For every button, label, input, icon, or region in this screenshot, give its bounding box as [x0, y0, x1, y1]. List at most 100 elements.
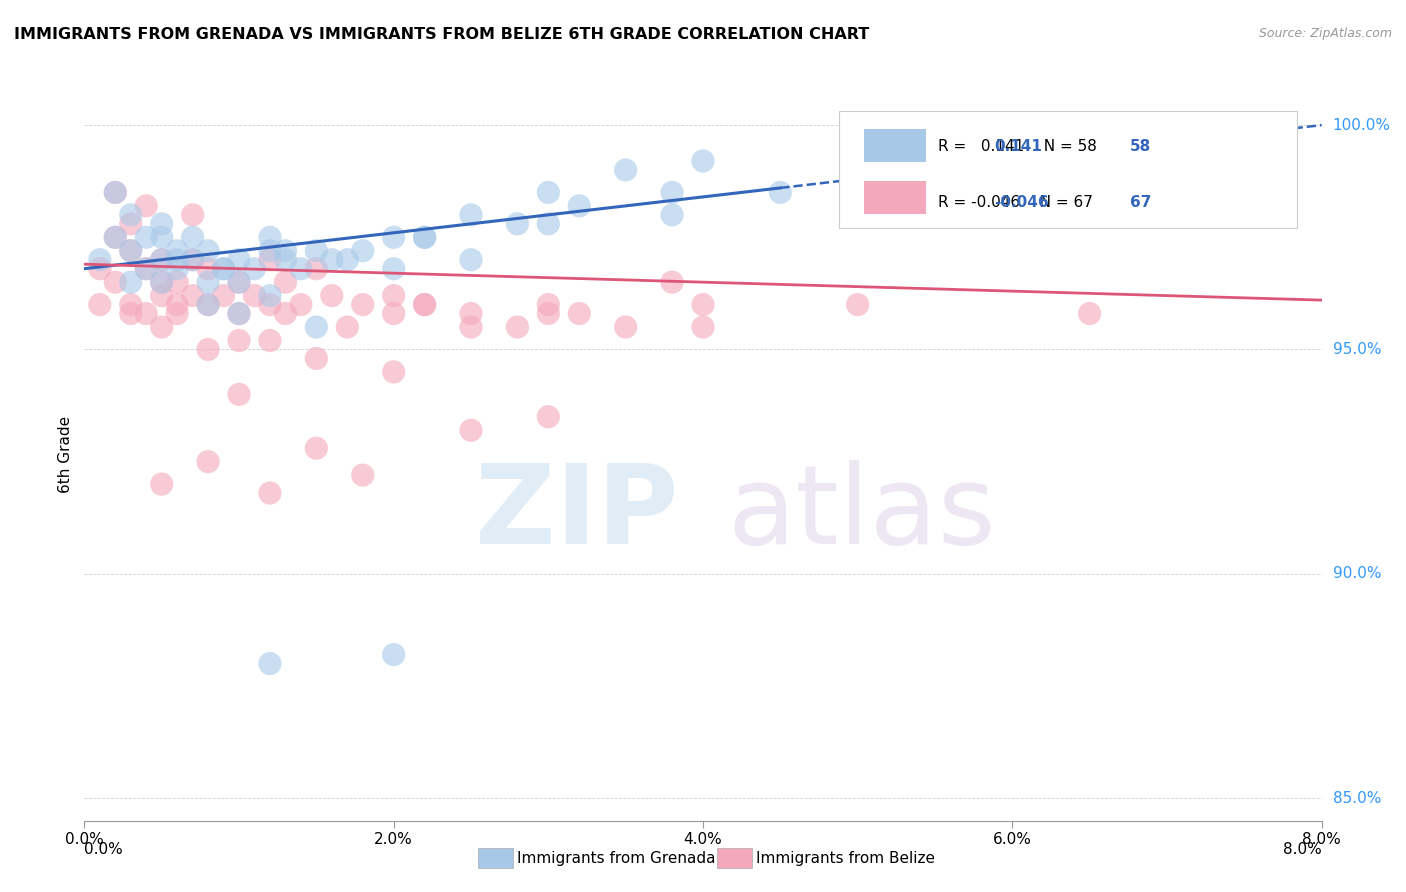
Point — [166, 297, 188, 311]
Point — [382, 307, 405, 321]
Point — [197, 261, 219, 276]
Point — [352, 244, 374, 258]
Point — [181, 230, 204, 244]
Text: Immigrants from Grenada: Immigrants from Grenada — [517, 851, 716, 865]
Point — [336, 320, 359, 334]
FancyBboxPatch shape — [863, 180, 925, 213]
Point — [259, 297, 281, 311]
Point — [104, 186, 127, 200]
Point — [243, 261, 266, 276]
Text: 67: 67 — [1130, 195, 1152, 211]
Point — [537, 186, 560, 200]
Point — [228, 275, 250, 289]
Point — [382, 261, 405, 276]
Point — [228, 275, 250, 289]
FancyBboxPatch shape — [839, 112, 1296, 228]
Point — [259, 288, 281, 302]
Text: 95.0%: 95.0% — [1333, 342, 1381, 357]
Point — [212, 288, 235, 302]
Point — [150, 230, 173, 244]
Point — [228, 307, 250, 321]
Point — [120, 307, 142, 321]
Point — [228, 387, 250, 401]
Point — [413, 230, 436, 244]
Point — [197, 275, 219, 289]
Point — [1001, 140, 1024, 154]
Point — [506, 320, 529, 334]
Point — [352, 468, 374, 483]
Text: 8.0%: 8.0% — [1282, 842, 1322, 856]
Point — [274, 252, 297, 267]
Text: R =   0.141    N = 58: R = 0.141 N = 58 — [938, 139, 1097, 153]
Y-axis label: 6th Grade: 6th Grade — [58, 417, 73, 493]
Point — [460, 320, 482, 334]
Text: R = -0.046    N = 67: R = -0.046 N = 67 — [938, 195, 1092, 211]
Text: Source: ZipAtlas.com: Source: ZipAtlas.com — [1258, 27, 1392, 40]
Text: -0.046: -0.046 — [994, 195, 1049, 211]
Point — [460, 423, 482, 437]
Point — [506, 217, 529, 231]
Point — [135, 199, 157, 213]
Point — [135, 230, 157, 244]
Point — [150, 320, 173, 334]
Text: ZIP: ZIP — [475, 460, 678, 567]
Point — [150, 252, 173, 267]
Point — [166, 275, 188, 289]
Point — [305, 320, 328, 334]
Text: 58: 58 — [1130, 139, 1152, 153]
Point — [120, 217, 142, 231]
Point — [661, 208, 683, 222]
Point — [460, 307, 482, 321]
Point — [692, 153, 714, 168]
Point — [259, 252, 281, 267]
Text: 0.141: 0.141 — [994, 139, 1042, 153]
Point — [274, 275, 297, 289]
Point — [228, 252, 250, 267]
Point — [413, 297, 436, 311]
Point — [228, 307, 250, 321]
Point — [166, 252, 188, 267]
Point — [166, 307, 188, 321]
Point — [846, 297, 869, 311]
Point — [290, 261, 312, 276]
Text: 100.0%: 100.0% — [1333, 118, 1391, 133]
Point — [382, 288, 405, 302]
Point — [150, 217, 173, 231]
Point — [1156, 118, 1178, 132]
Point — [692, 320, 714, 334]
Point — [259, 657, 281, 671]
Point — [197, 343, 219, 357]
Point — [661, 275, 683, 289]
Point — [181, 252, 204, 267]
Point — [104, 275, 127, 289]
Point — [150, 288, 173, 302]
Point — [150, 275, 173, 289]
Point — [537, 217, 560, 231]
Point — [197, 297, 219, 311]
Point — [460, 252, 482, 267]
Point — [120, 275, 142, 289]
Point — [568, 307, 591, 321]
Point — [259, 334, 281, 348]
Point — [166, 261, 188, 276]
Point — [150, 275, 173, 289]
Point — [197, 244, 219, 258]
Point — [120, 244, 142, 258]
Point — [89, 261, 111, 276]
Point — [568, 199, 591, 213]
Point — [104, 230, 127, 244]
Point — [243, 288, 266, 302]
Point — [769, 186, 792, 200]
Text: 90.0%: 90.0% — [1333, 566, 1381, 582]
Point — [120, 208, 142, 222]
Point — [924, 153, 946, 168]
Point — [181, 288, 204, 302]
Point — [846, 172, 869, 186]
Point — [259, 230, 281, 244]
Point — [104, 230, 127, 244]
Point — [120, 297, 142, 311]
Text: IMMIGRANTS FROM GRENADA VS IMMIGRANTS FROM BELIZE 6TH GRADE CORRELATION CHART: IMMIGRANTS FROM GRENADA VS IMMIGRANTS FR… — [14, 27, 869, 42]
Point — [460, 208, 482, 222]
Point — [259, 244, 281, 258]
Point — [692, 297, 714, 311]
